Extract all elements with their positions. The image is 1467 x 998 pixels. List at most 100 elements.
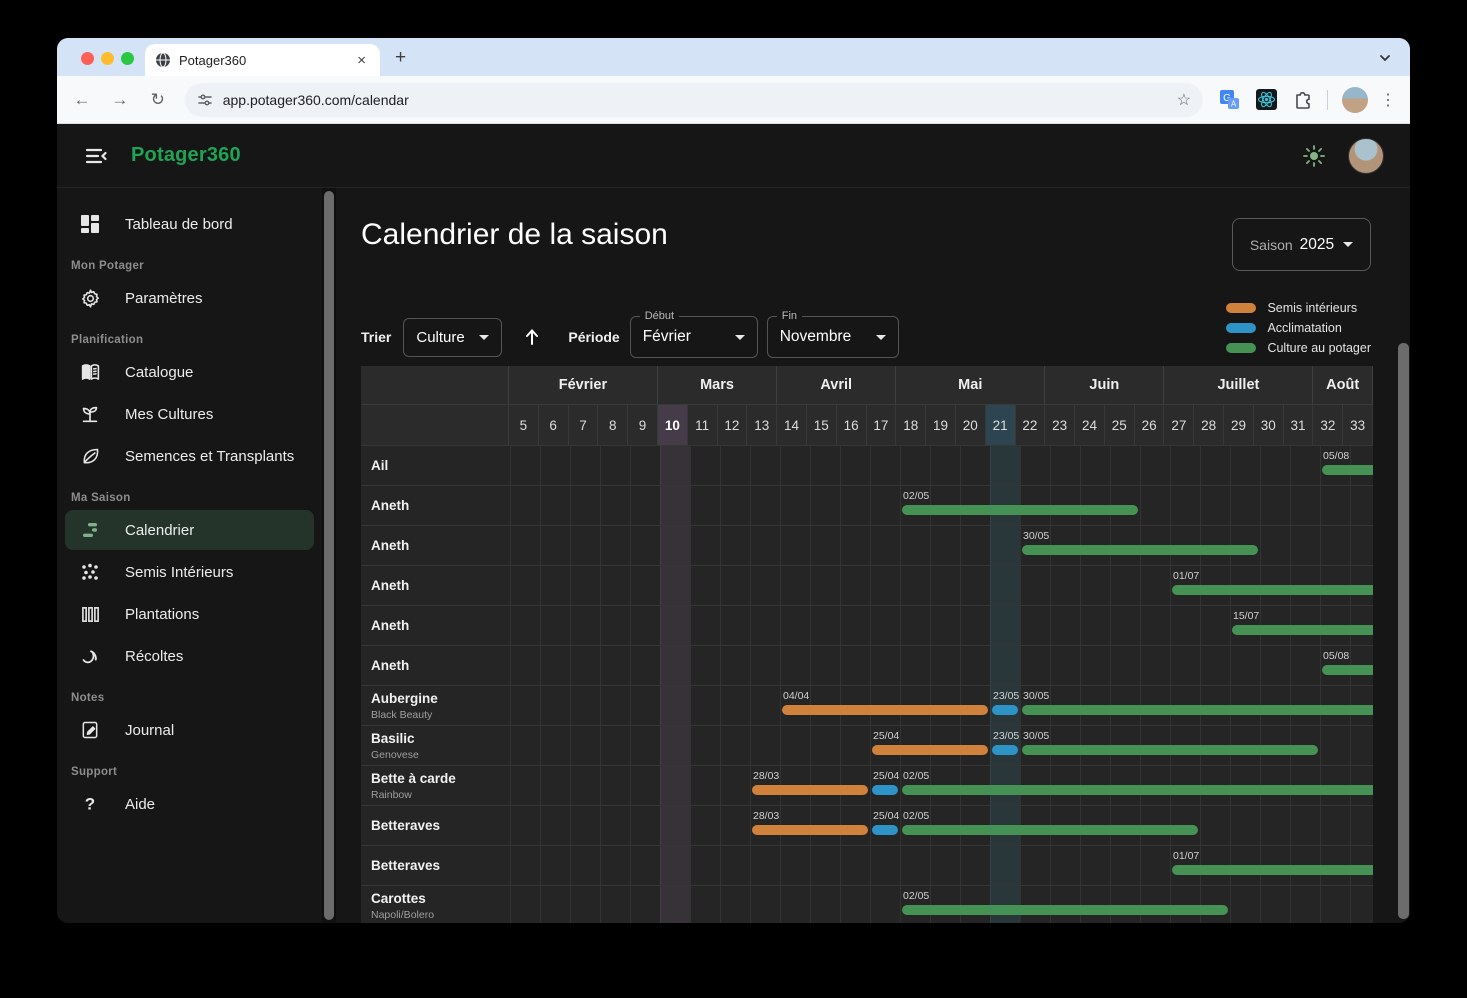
crop-name-cell[interactable]: Ail [371, 446, 506, 485]
crop-name-cell[interactable]: Aneth [371, 526, 506, 565]
gantt-bar-semis[interactable] [752, 785, 868, 795]
sidebar-item-parametres[interactable]: Paramètres [65, 278, 314, 318]
crop-name-cell[interactable]: Bette à carde Rainbow [371, 766, 506, 805]
tab-close-icon[interactable]: × [357, 51, 366, 69]
site-settings-icon[interactable] [197, 92, 213, 108]
legend-label: Culture au potager [1267, 341, 1371, 355]
month-header-cell: Mars [658, 366, 778, 404]
sidebar-scrollbar-thumb[interactable] [324, 191, 334, 920]
extensions-puzzle-icon[interactable] [1293, 90, 1313, 110]
month-header-cell: Juillet [1164, 366, 1314, 404]
gantt-bar-culture[interactable] [1322, 665, 1373, 675]
gantt-bar-culture[interactable] [902, 785, 1373, 795]
gantt-bar-culture[interactable] [1322, 465, 1373, 475]
chrome-menu-icon[interactable]: ⋮ [1380, 91, 1396, 109]
sidebar-section-label: Planification [71, 334, 144, 346]
app-logo[interactable]: Potager360 [131, 144, 241, 166]
gantt-bar-semis[interactable] [872, 745, 988, 755]
gantt-week-corner-cell [361, 405, 509, 445]
forward-icon[interactable]: → [111, 89, 129, 109]
bookmark-star-icon[interactable]: ☆ [1176, 91, 1192, 109]
crop-name-cell[interactable]: Betteraves [371, 806, 506, 845]
bar-date-label: 23/05 [993, 690, 1020, 702]
week-header-cell: 23 [1045, 405, 1076, 445]
sidebar-item-mes-cultures[interactable]: Mes Cultures [65, 394, 314, 434]
sidebar-item-semences-et-transplants[interactable]: Semences et Transplants [65, 436, 314, 476]
sidebar-item-calendrier[interactable]: Calendrier [65, 510, 314, 550]
crop-name-cell[interactable]: Betteraves [371, 846, 506, 885]
tab-favicon-globe-icon [155, 52, 171, 68]
sidebar-item-label: Aide [125, 795, 156, 813]
legend-swatch-acclimatation [1226, 323, 1257, 333]
sidebar-item-recoltes[interactable]: Récoltes [65, 636, 314, 676]
gantt-bar-acclimatation[interactable] [992, 705, 1018, 715]
tab-search-chevron-icon[interactable] [1374, 47, 1396, 69]
gantt-bar-culture[interactable] [902, 825, 1198, 835]
sort-direction-button[interactable] [518, 323, 546, 351]
week-header-cell: 31 [1284, 405, 1314, 445]
period-end-select[interactable]: Fin Novembre [766, 310, 899, 358]
sort-by-select[interactable]: Culture [403, 317, 503, 357]
browser-window: Potager360 × + ← → ↻ app.potager360.com/… [57, 38, 1410, 923]
book-icon [77, 360, 103, 384]
devtools-extension-icon[interactable] [1256, 89, 1278, 110]
legend-label: Acclimatation [1267, 321, 1342, 335]
gantt-bar-culture[interactable] [1022, 545, 1258, 555]
minimize-window-button[interactable] [101, 52, 114, 65]
sidebar-item-aide[interactable]: ? Aide [65, 784, 314, 824]
back-icon[interactable]: ← [73, 89, 91, 109]
sidebar-item-journal[interactable]: Journal [65, 710, 314, 750]
gantt-bar-culture[interactable] [902, 505, 1138, 515]
crop-name-cell[interactable]: Aneth [371, 646, 506, 685]
gantt-bar-semis[interactable] [782, 705, 988, 715]
user-avatar[interactable] [1348, 137, 1384, 174]
sidebar-item-catalogue[interactable]: Catalogue [65, 352, 314, 392]
gantt-row: Bette à carde Rainbow 28/03 25/04 02/05 [361, 765, 1373, 805]
crop-name-cell[interactable]: Basilic Genovese [371, 726, 506, 765]
chrome-profile-avatar[interactable] [1342, 86, 1368, 113]
gantt-bar-culture[interactable] [902, 905, 1228, 915]
week-header-cell: 32 [1313, 405, 1344, 445]
sidebar-item-label: Journal [125, 721, 175, 739]
gantt-bar-culture[interactable] [1022, 745, 1318, 755]
sidebar-item-tableau-de-bord[interactable]: Tableau de bord [65, 204, 314, 244]
sidebar-section-label: Ma Saison [71, 492, 131, 504]
season-select[interactable]: Saison 2025 [1232, 218, 1371, 271]
gantt-bar-acclimatation[interactable] [872, 825, 898, 835]
crop-name-cell[interactable]: Aneth [371, 606, 506, 645]
bar-date-label: 28/03 [753, 770, 780, 782]
menu-collapse-icon[interactable] [83, 143, 109, 169]
new-tab-button[interactable]: + [395, 47, 407, 68]
theme-toggle-sun-icon[interactable] [1302, 144, 1326, 168]
gantt-bar-culture[interactable] [1022, 705, 1373, 715]
filter-bar: Trier Culture Période Début Février [361, 310, 899, 359]
browser-tab[interactable]: Potager360 × [145, 44, 380, 76]
gantt-bar-culture[interactable] [1172, 865, 1373, 875]
sidebar-item-plantations[interactable]: Plantations [65, 594, 314, 634]
gantt-bar-acclimatation[interactable] [872, 785, 898, 795]
leaf-icon [77, 444, 103, 468]
gantt-bar-acclimatation[interactable] [992, 745, 1018, 755]
reload-icon[interactable]: ↻ [150, 89, 165, 109]
bar-date-label: 02/05 [903, 490, 930, 502]
gantt-bar-culture[interactable] [1232, 625, 1373, 635]
crop-name-cell[interactable]: Aneth [371, 566, 506, 605]
gantt-bar-semis[interactable] [752, 825, 868, 835]
main-scrollbar-thumb[interactable] [1398, 343, 1409, 919]
gantt-bar-culture[interactable] [1172, 585, 1373, 595]
week-header-cell: 16 [837, 405, 867, 445]
crop-name-cell[interactable]: Aneth [371, 486, 506, 525]
period-start-select[interactable]: Début Février [629, 310, 758, 358]
gantt-icon [77, 518, 103, 542]
url-text: app.potager360.com/calendar [222, 91, 409, 108]
close-window-button[interactable] [81, 52, 94, 65]
bar-date-label: 25/04 [873, 730, 900, 742]
crop-name-cell[interactable]: Carottes Napoli/Bolero [371, 886, 506, 923]
crop-name-cell[interactable]: Aubergine Black Beauty [371, 686, 506, 725]
maximize-window-button[interactable] [121, 52, 134, 65]
period-label: Période [568, 329, 620, 345]
sidebar-item-semis-interieurs[interactable]: Semis Intérieurs [65, 552, 314, 592]
address-bar[interactable]: app.potager360.com/calendar ☆ [184, 82, 1204, 117]
sidebar-scrollbar [322, 188, 336, 923]
